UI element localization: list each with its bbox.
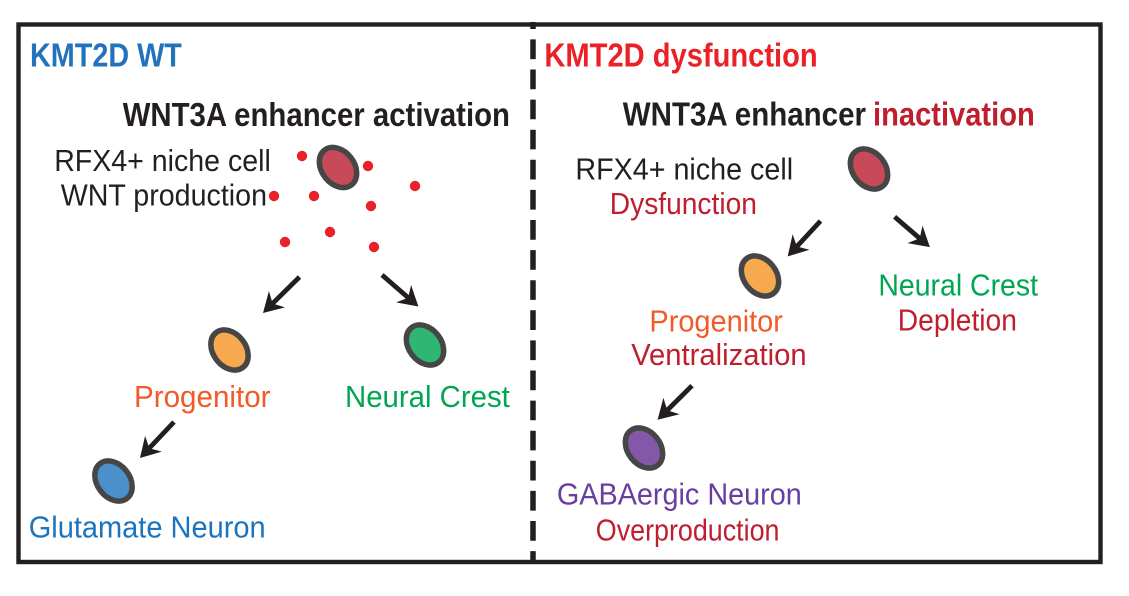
svg-text:Progenitor: Progenitor	[649, 303, 783, 338]
svg-text:Progenitor: Progenitor	[134, 379, 271, 414]
svg-text:GABAergic Neuron: GABAergic Neuron	[557, 477, 802, 512]
svg-text:RFX4+ niche cell: RFX4+ niche cell	[54, 143, 271, 178]
svg-text:KMT2D dysfunction: KMT2D dysfunction	[544, 37, 817, 74]
svg-text:inactivation: inactivation	[873, 96, 1035, 133]
svg-text:Glutamate Neuron: Glutamate Neuron	[29, 510, 266, 545]
svg-text:WNT3A enhancer: WNT3A enhancer	[623, 96, 866, 133]
svg-text:Neural Crest: Neural Crest	[345, 379, 510, 414]
svg-text:WNT3A enhancer activation: WNT3A enhancer activation	[123, 97, 510, 134]
svg-text:KMT2D WT: KMT2D WT	[30, 38, 182, 75]
svg-text:Ventralization: Ventralization	[631, 337, 806, 372]
svg-text:Neural Crest: Neural Crest	[878, 268, 1038, 303]
svg-text:Dysfunction: Dysfunction	[610, 186, 757, 221]
svg-text:WNT production: WNT production	[61, 178, 267, 213]
svg-text:Depletion: Depletion	[898, 303, 1017, 338]
svg-text:RFX4+ niche cell: RFX4+ niche cell	[575, 152, 793, 187]
svg-text:Overproduction: Overproduction	[596, 513, 780, 548]
